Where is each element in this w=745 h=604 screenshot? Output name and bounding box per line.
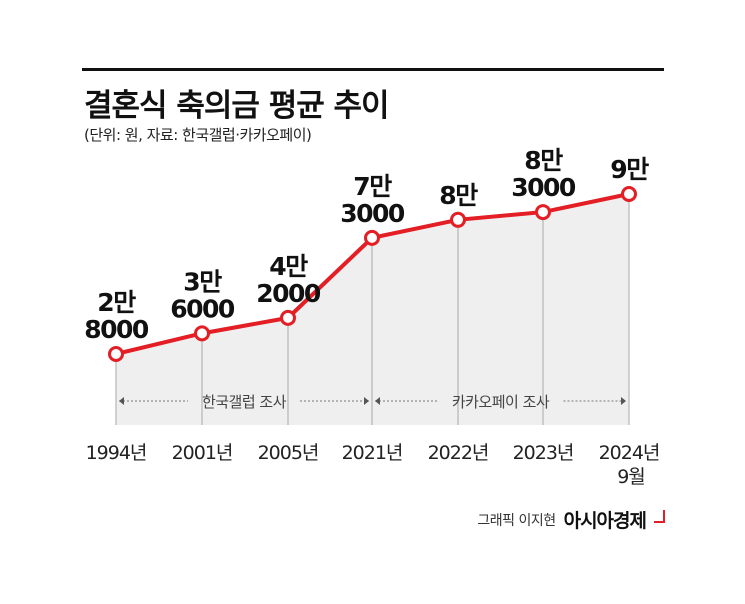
value-label-2-0: 4만 (269, 252, 308, 281)
guide-layer (115, 194, 630, 425)
value-label-3-0: 7만 (353, 172, 392, 201)
data-point-6 (621, 186, 637, 202)
value-label-0-0: 2만 (97, 288, 136, 317)
x-tick-label-1: 2001년 (172, 442, 233, 464)
value-label-4-0: 8만 (439, 181, 478, 210)
credit: 그래픽 이지현 아시아경제 (477, 506, 665, 533)
data-point-0 (108, 346, 124, 362)
top-rule (82, 68, 664, 71)
source-arrow-left-0 (119, 397, 124, 405)
source-arrow-left-1 (375, 397, 380, 405)
source-label-0: 한국갤럽 조사 (202, 393, 287, 411)
source-arrow-right-0 (364, 397, 369, 405)
line-layer (108, 186, 637, 362)
value-label-3-1: 3000 (340, 199, 405, 228)
data-point-3 (364, 229, 380, 246)
data-point-4 (450, 211, 466, 228)
credit-text: 그래픽 이지현 (477, 512, 556, 529)
chart-title: 결혼식 축의금 평균 추이 (84, 88, 390, 124)
x-tick-label-4: 2022년 (428, 442, 489, 464)
value-label-5-1: 3000 (511, 173, 576, 202)
chart-subtitle: (단위: 원, 자료: 한국갤럽·카카오페이) (84, 126, 312, 144)
x-tick-label-3: 2021년 (342, 442, 403, 464)
value-label-1-1: 6000 (170, 294, 235, 323)
x-tick-label-0: 1994년 (86, 442, 147, 464)
value-label-6-0: 9만 (610, 155, 649, 184)
data-point-1 (194, 325, 210, 342)
value-label-2-1: 2000 (256, 279, 321, 308)
data-point-5 (535, 204, 551, 221)
brand-logo: 아시아경제 (563, 510, 647, 532)
value-label-5-0: 8만 (524, 146, 563, 175)
value-label-0-1: 8000 (84, 315, 149, 344)
source-arrow-right-1 (621, 397, 626, 405)
x-tick-label-6: 2024년 (599, 442, 660, 464)
brand-mark-icon (654, 510, 665, 523)
source-label-1: 카카오페이 조사 (452, 393, 550, 411)
x-tick-sublabel-6: 9월 (617, 466, 645, 488)
x-tick-label-2: 2005년 (258, 442, 319, 464)
value-label-1-0: 3만 (183, 267, 222, 296)
source-layer: 한국갤럽 조사 카카오페이 조사 (119, 393, 626, 411)
x-tick-label-5: 2023년 (513, 442, 574, 464)
data-point-2 (280, 309, 296, 326)
